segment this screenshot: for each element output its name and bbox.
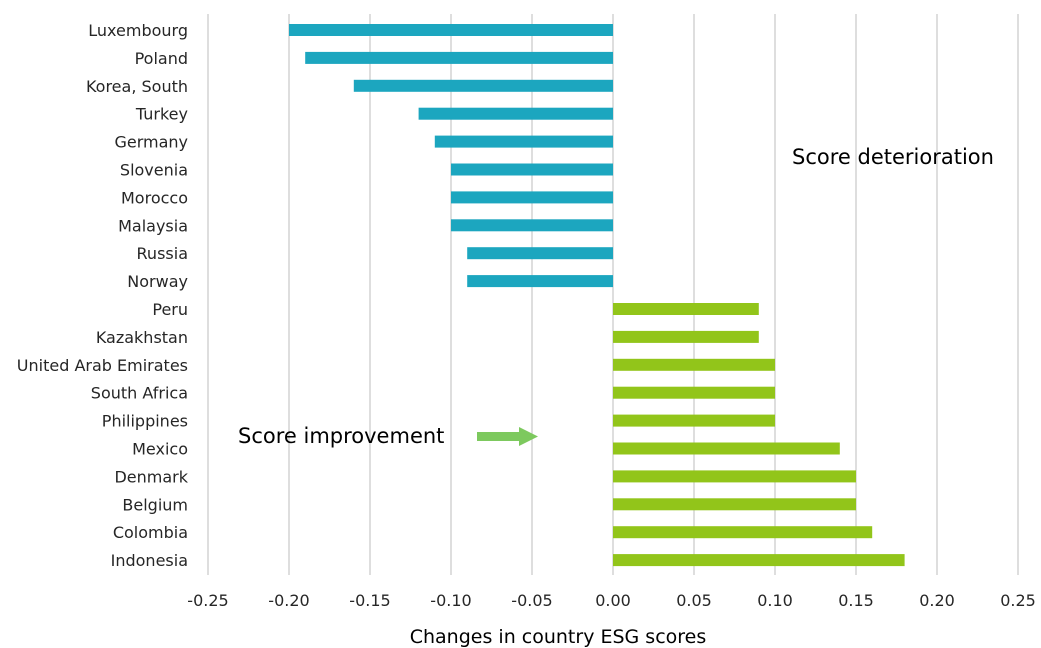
category-label: Norway — [127, 272, 188, 291]
bar — [613, 554, 905, 567]
bars — [289, 24, 905, 567]
annotation-improvement: Score improvement — [238, 424, 538, 448]
x-tick-label: 0.15 — [838, 591, 874, 610]
x-tick-label: 0.05 — [676, 591, 712, 610]
category-label: Russia — [137, 244, 188, 263]
bar — [613, 303, 759, 315]
category-label: United Arab Emirates — [17, 356, 188, 375]
category-label: Slovenia — [120, 161, 188, 180]
annotation-deterioration-text: Score deterioration — [792, 145, 994, 169]
bar — [289, 24, 613, 36]
bar — [451, 219, 613, 232]
bar — [613, 414, 775, 427]
annotation-deterioration: Score deterioration — [792, 145, 994, 169]
annotation-improvement-text: Score improvement — [238, 424, 444, 448]
category-label: Kazakhstan — [96, 328, 188, 347]
category-label: Malaysia — [118, 216, 188, 235]
category-label: Philippines — [102, 412, 188, 431]
grid-lines — [207, 14, 1019, 575]
bar — [467, 275, 613, 288]
bar — [613, 470, 856, 483]
x-tick-label: 0.20 — [919, 591, 955, 610]
bar — [613, 330, 759, 343]
category-label: Luxembourg — [88, 21, 188, 40]
x-tick-label: -0.20 — [268, 591, 309, 610]
bar — [451, 191, 613, 204]
x-tick-label: 0.10 — [757, 591, 793, 610]
category-label: Denmark — [114, 467, 188, 486]
bar — [353, 79, 613, 92]
category-label: Belgium — [122, 495, 188, 514]
category-label: Morocco — [121, 188, 188, 207]
category-label: Turkey — [135, 105, 188, 124]
x-tick-label: -0.15 — [349, 591, 390, 610]
x-tick-label: 0.25 — [1000, 591, 1036, 610]
bar — [418, 107, 613, 120]
category-label: Peru — [152, 300, 188, 319]
x-tick-labels: -0.25 -0.20 -0.15 -0.10 -0.05 0.00 0.05 0.10 0.1… — [187, 591, 1036, 610]
category-labels: Luxembourg Poland Korea, South Turkey German… — [17, 21, 189, 570]
category-label: South Africa — [91, 384, 188, 403]
bar — [613, 498, 856, 511]
x-axis-title: Changes in country ESG scores — [410, 626, 707, 648]
category-label: Mexico — [132, 440, 188, 459]
bar — [613, 358, 775, 371]
bar — [305, 51, 613, 64]
bar — [434, 135, 613, 148]
category-label: Germany — [114, 133, 188, 152]
x-tick-label: 0.00 — [595, 591, 631, 610]
x-tick-label: -0.25 — [187, 591, 228, 610]
category-label: Poland — [135, 49, 188, 68]
arrow-icon — [477, 427, 538, 446]
category-label: Colombia — [113, 523, 188, 542]
bar — [613, 386, 775, 399]
bar — [451, 163, 613, 176]
x-tick-label: -0.05 — [511, 591, 552, 610]
bar — [613, 526, 873, 539]
bar — [467, 247, 613, 260]
bar — [613, 442, 840, 455]
category-label: Indonesia — [111, 551, 188, 570]
x-tick-label: -0.10 — [430, 591, 471, 610]
category-label: Korea, South — [86, 77, 188, 96]
